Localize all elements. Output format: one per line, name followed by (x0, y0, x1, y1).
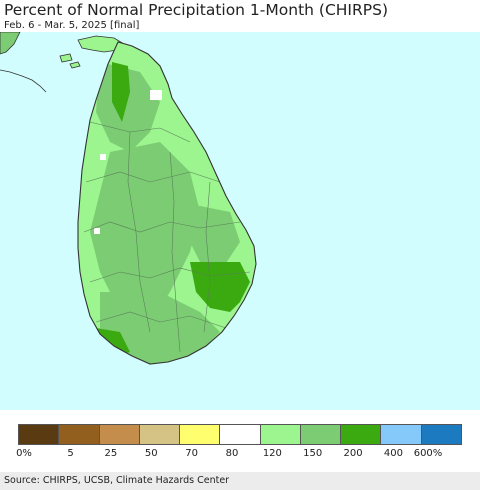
map-subtitle: Feb. 6 - Mar. 5, 2025 [final] (4, 20, 140, 31)
source-footer: Source: CHIRPS, UCSB, Climate Hazards Ce… (0, 472, 480, 490)
legend-label-0: 0% (16, 448, 32, 459)
district-boundaries (83, 121, 251, 353)
near-normal-patch-1 (150, 90, 162, 100)
legend-swatch-1 (59, 425, 100, 444)
legend-label-5: 80 (225, 448, 239, 459)
india-coast-outline (0, 69, 47, 93)
legend-swatch-10 (421, 425, 461, 444)
island-small-1 (59, 53, 73, 63)
legend-swatch-2 (99, 425, 140, 444)
india-coast (0, 32, 21, 55)
legend-label-4: 70 (185, 448, 198, 459)
legend-label-6: 120 (262, 448, 282, 459)
legend-label-9: 400 (383, 448, 403, 459)
legend-swatch-3 (139, 425, 181, 444)
legend-label-7: 150 (303, 448, 323, 459)
legend-label-8: 200 (343, 448, 363, 459)
source-text: Source: CHIRPS, UCSB, Climate Hazards Ce… (4, 475, 230, 486)
legend-label-10: 600% (413, 448, 443, 459)
legend-swatch-9 (381, 425, 422, 444)
legend-swatch-8 (341, 425, 382, 444)
legend-label-2: 25 (104, 448, 118, 459)
zone-150-east (180, 202, 240, 272)
legend-label-3: 50 (144, 448, 158, 459)
legend-label-1: 5 (67, 448, 74, 459)
map-title: Percent of Normal Precipitation 1-Month … (4, 1, 388, 19)
near-normal-patch-3 (94, 228, 100, 234)
zone-150-south (100, 292, 220, 364)
zone-200-north (112, 62, 130, 122)
near-normal-patch-2 (100, 154, 106, 160)
legend-bar (18, 424, 462, 445)
legend-labels: 0% 5 25 50 70 80 120 150 200 400 600% (0, 448, 480, 462)
island-small-2 (69, 61, 81, 69)
legend-swatch-4 (180, 425, 221, 444)
legend-swatch-0 (19, 425, 60, 444)
precipitation-map (0, 32, 480, 410)
legend-swatch-5 (220, 425, 261, 444)
legend-swatch-7 (300, 425, 342, 444)
legend-swatch-6 (260, 425, 301, 444)
map-svg (0, 32, 257, 365)
